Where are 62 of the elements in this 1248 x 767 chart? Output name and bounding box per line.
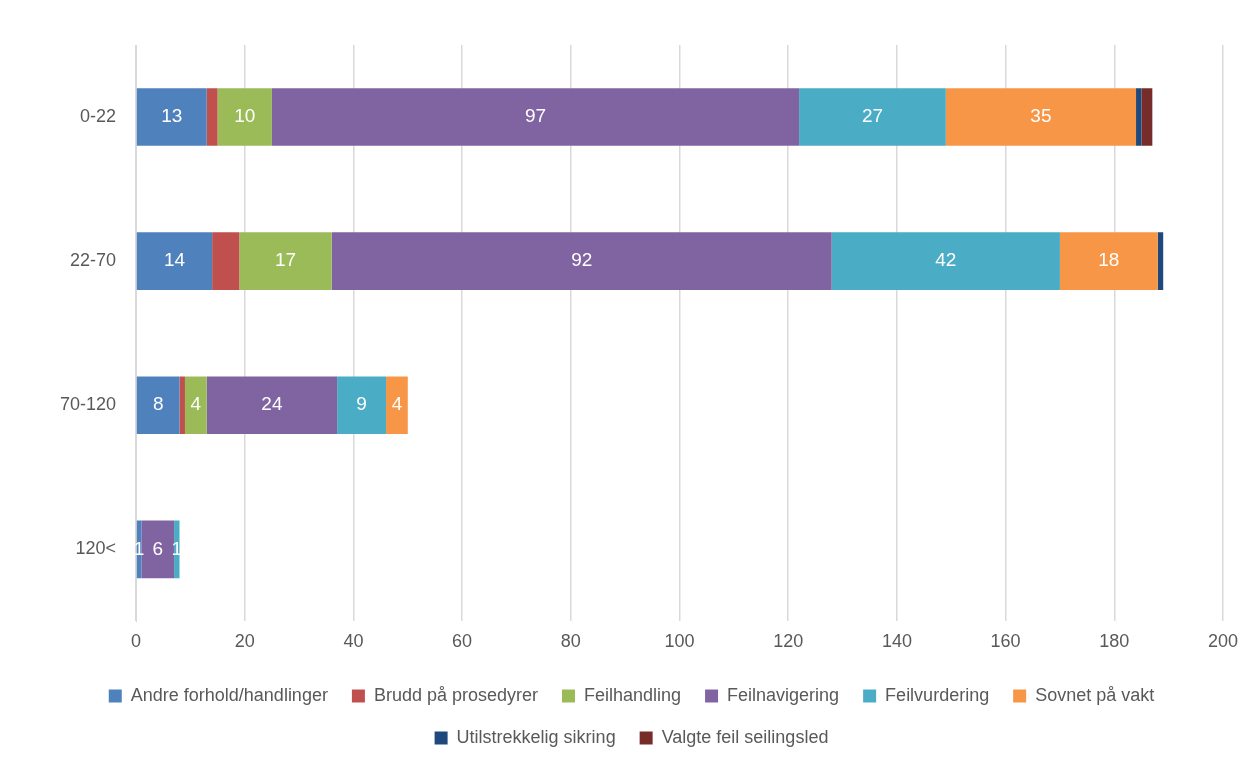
bar — [945, 88, 1137, 146]
x-tick-label: 40 — [343, 631, 364, 652]
y-tick-label: 70-120 — [59, 394, 117, 415]
data-label: 24 — [261, 393, 283, 415]
bar — [1157, 232, 1164, 290]
bar — [212, 232, 240, 290]
legend-label: Andre forhold/handlinger — [130, 684, 328, 705]
legend-label: Feilnavigering — [727, 684, 840, 705]
bar — [799, 88, 946, 146]
legend-label: Valgte feil seilingsled — [661, 726, 829, 747]
data-label: 14 — [163, 249, 186, 271]
bar — [337, 376, 387, 435]
data-label: 1 — [171, 537, 183, 559]
x-tick-label: 200 — [1207, 631, 1239, 652]
data-label: 27 — [861, 105, 884, 127]
bar — [174, 520, 180, 579]
bar — [217, 88, 272, 146]
bar — [831, 232, 1060, 290]
data-label: 97 — [524, 105, 547, 127]
bar — [136, 232, 213, 290]
bar — [239, 232, 332, 290]
bar — [331, 232, 832, 290]
y-tick-label: 120< — [75, 538, 117, 559]
data-label: 4 — [190, 393, 202, 415]
x-tick-label: 0 — [131, 631, 142, 652]
bar — [136, 376, 180, 435]
bar — [184, 376, 207, 435]
bar — [1136, 88, 1142, 146]
legend-label: Feilvurdering — [885, 684, 990, 705]
data-label: 6 — [152, 537, 164, 559]
x-tick-label: 60 — [452, 631, 473, 652]
x-tick-label: 140 — [881, 631, 912, 652]
data-label: 92 — [571, 249, 593, 271]
data-label: 35 — [1030, 105, 1052, 127]
data-label: 18 — [1098, 249, 1120, 271]
bar — [136, 88, 207, 146]
data-label: 4 — [391, 393, 403, 415]
bar — [206, 376, 338, 435]
x-tick-label: 20 — [234, 631, 255, 652]
y-tick-label: 0-22 — [80, 106, 117, 127]
data-label: 8 — [152, 393, 164, 415]
data-label: 9 — [356, 393, 367, 415]
bar — [1141, 88, 1153, 146]
data-label: 42 — [935, 249, 957, 271]
bar — [271, 88, 800, 146]
legend-label: Sovnet på vakt — [1035, 684, 1155, 705]
data-label: 10 — [234, 105, 256, 127]
data-label: 13 — [161, 105, 183, 127]
bar — [206, 88, 218, 146]
legend-label: Feilhandling — [583, 684, 682, 705]
legend-label: Brudd på prosedyrer — [373, 684, 538, 705]
x-tick-label: 100 — [664, 631, 695, 652]
legend-label: Utilstrekkelig sikring — [456, 726, 616, 747]
x-tick-label: 120 — [773, 631, 804, 652]
x-tick-label: 80 — [560, 631, 581, 652]
bar — [386, 376, 408, 435]
bar — [1059, 232, 1158, 290]
x-tick-label: 180 — [1099, 631, 1130, 652]
data-label: 17 — [274, 249, 297, 271]
y-tick-label: 22-70 — [70, 250, 117, 271]
x-tick-label: 160 — [990, 631, 1021, 652]
bar — [179, 376, 185, 435]
